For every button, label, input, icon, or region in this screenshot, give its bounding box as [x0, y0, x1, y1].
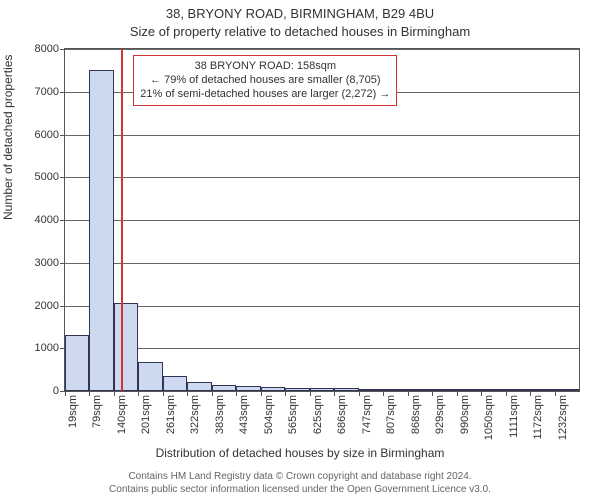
xtick-mark	[432, 391, 433, 396]
xtick-label: 140sqm	[116, 395, 128, 434]
xtick-label: 504sqm	[263, 395, 275, 434]
x-axis-label: Distribution of detached houses by size …	[0, 446, 600, 460]
attribution-line1: Contains HM Land Registry data © Crown c…	[0, 471, 600, 484]
ytick-label: 8000	[35, 43, 59, 55]
ytick-label: 1000	[35, 342, 59, 354]
xtick-mark	[261, 391, 262, 396]
xtick-mark	[481, 391, 482, 396]
xtick-label: 261sqm	[165, 395, 177, 434]
histogram-bar	[163, 376, 187, 391]
ytick-mark	[60, 220, 65, 221]
gridline	[65, 263, 579, 264]
annotation-line3: 21% of semi-detached houses are larger (…	[140, 88, 390, 102]
xtick-label: 1172sqm	[532, 395, 544, 439]
xtick-mark	[65, 391, 66, 396]
xtick-mark	[114, 391, 115, 396]
xtick-label: 383sqm	[214, 395, 226, 434]
xtick-mark	[555, 391, 556, 396]
xtick-label: 322sqm	[189, 395, 201, 434]
xtick-label: 686sqm	[336, 395, 348, 434]
annotation-line2: ← 79% of detached houses are smaller (8,…	[140, 74, 390, 88]
histogram-bar	[65, 335, 89, 391]
xtick-mark	[310, 391, 311, 396]
xtick-mark	[457, 391, 458, 396]
ytick-mark	[60, 49, 65, 50]
xtick-label: 990sqm	[459, 395, 471, 434]
page-title-line1: 38, BRYONY ROAD, BIRMINGHAM, B29 4BU	[0, 6, 600, 21]
xtick-label: 929sqm	[434, 395, 446, 434]
xtick-mark	[163, 391, 164, 396]
gridline	[65, 391, 579, 392]
xtick-label: 1050sqm	[483, 395, 495, 440]
ytick-label: 0	[53, 385, 59, 397]
histogram-bar	[457, 389, 481, 391]
attribution-line2: Contains public sector information licen…	[0, 484, 600, 497]
xtick-mark	[212, 391, 213, 396]
ytick-label: 4000	[35, 214, 59, 226]
histogram-bar	[114, 303, 138, 391]
annotation-line1: 38 BRYONY ROAD: 158sqm	[140, 60, 390, 74]
page-title-line2: Size of property relative to detached ho…	[0, 24, 600, 39]
histogram-bar	[408, 389, 432, 391]
xtick-label: 1232sqm	[557, 395, 569, 440]
y-axis-label: Number of detached properties	[1, 55, 15, 220]
xtick-mark	[530, 391, 531, 396]
xtick-label: 79sqm	[91, 395, 103, 428]
xtick-label: 565sqm	[287, 395, 299, 434]
histogram-bar	[236, 386, 260, 391]
histogram-bar	[89, 70, 113, 391]
ytick-label: 7000	[35, 86, 59, 98]
xtick-label: 807sqm	[385, 395, 397, 434]
histogram-bar	[359, 389, 383, 391]
xtick-label: 625sqm	[312, 395, 324, 434]
xtick-label: 1111sqm	[508, 395, 520, 438]
gridline	[65, 177, 579, 178]
xtick-label: 201sqm	[140, 395, 152, 434]
ytick-mark	[60, 263, 65, 264]
gridline	[65, 49, 579, 50]
histogram-bar	[212, 385, 236, 391]
annotation-box: 38 BRYONY ROAD: 158sqm← 79% of detached …	[133, 55, 397, 106]
chart-plot-area: 01000200030004000500060007000800019sqm79…	[64, 48, 580, 392]
attribution-text: Contains HM Land Registry data © Crown c…	[0, 471, 600, 496]
ytick-label: 5000	[35, 171, 59, 183]
xtick-label: 868sqm	[410, 395, 422, 434]
gridline	[65, 220, 579, 221]
histogram-bar	[530, 389, 554, 391]
histogram-bar	[555, 389, 579, 391]
gridline	[65, 135, 579, 136]
histogram-bar	[285, 388, 309, 391]
ytick-mark	[60, 92, 65, 93]
gridline	[65, 306, 579, 307]
ytick-mark	[60, 177, 65, 178]
gridline	[65, 348, 579, 349]
xtick-mark	[506, 391, 507, 396]
xtick-mark	[359, 391, 360, 396]
xtick-label: 443sqm	[238, 395, 250, 434]
xtick-label: 19sqm	[67, 395, 79, 428]
marker-line	[121, 49, 123, 391]
ytick-label: 6000	[35, 129, 59, 141]
ytick-mark	[60, 306, 65, 307]
ytick-label: 2000	[35, 300, 59, 312]
histogram-bar	[432, 389, 456, 391]
histogram-bar	[481, 389, 505, 391]
histogram-bar	[187, 382, 211, 391]
ytick-label: 3000	[35, 257, 59, 269]
xtick-label: 747sqm	[361, 395, 373, 434]
xtick-mark	[408, 391, 409, 396]
ytick-mark	[60, 135, 65, 136]
histogram-bar	[138, 362, 162, 391]
histogram-bar	[334, 388, 358, 391]
histogram-bar	[506, 389, 530, 391]
histogram-bar	[261, 387, 285, 391]
histogram-bar	[383, 389, 407, 391]
histogram-bar	[310, 388, 334, 391]
